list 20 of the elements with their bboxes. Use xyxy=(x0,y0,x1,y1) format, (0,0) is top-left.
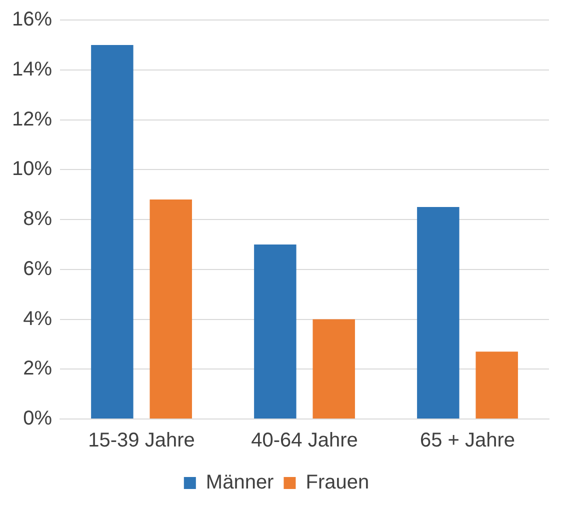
y-tick-label: 12% xyxy=(12,108,52,130)
y-tick-label: 16% xyxy=(12,8,52,31)
bar xyxy=(476,352,518,418)
bar xyxy=(254,244,296,418)
y-tick-label: 8% xyxy=(23,208,52,230)
x-tick-label: 40-64 Jahre xyxy=(251,430,358,452)
bar xyxy=(417,207,460,418)
y-tick-label: 0% xyxy=(23,408,52,430)
y-tick-label: 10% xyxy=(12,158,52,180)
bar xyxy=(312,319,355,418)
legend-label: Frauen xyxy=(306,472,370,494)
bar xyxy=(91,44,134,418)
bar xyxy=(150,200,192,418)
y-tick-label: 2% xyxy=(23,358,52,380)
x-tick-label: 15-39 Jahre xyxy=(88,430,195,452)
y-tick-label: 14% xyxy=(12,58,52,80)
y-tick-label: 4% xyxy=(23,308,52,330)
legend-label: Männer xyxy=(206,472,274,494)
x-tick-label: 65 + Jahre xyxy=(420,430,516,452)
y-tick-label: 6% xyxy=(23,258,52,280)
